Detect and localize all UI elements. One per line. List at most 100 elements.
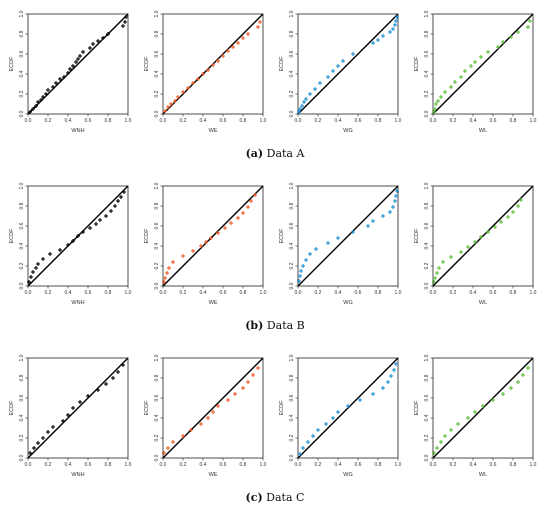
data-point [88, 46, 92, 50]
y-axis-label: ECDF [279, 400, 285, 416]
data-point [466, 245, 470, 249]
ecdf-panel-1-2: 0.0 0.2 0.4 0.6 0.8 1.0 0.0 0.2 0.4 0.6 0.8 1.0 WG EC… [279, 182, 402, 306]
data-point [166, 446, 170, 450]
data-point [61, 419, 65, 423]
data-point [124, 15, 128, 19]
y-tick-label: 0.4 [154, 242, 160, 249]
y-tick-label: 0.8 [154, 374, 160, 381]
y-tick-label: 1.0 [19, 10, 25, 17]
y-tick-label: 0.6 [19, 394, 25, 401]
x-tick-label: 0.2 [450, 290, 457, 296]
ecdf-panel-0-3: 0.0 0.2 0.4 0.6 0.8 1.0 0.0 0.2 0.4 0.6 0.8 1.0 WL EC… [414, 10, 537, 134]
x-tick-label: 1.0 [125, 290, 132, 296]
data-point [54, 81, 58, 85]
data-point [449, 428, 453, 432]
data-point [76, 57, 80, 61]
y-tick-label: 0.0 [19, 110, 25, 117]
x-tick-label: 0.8 [510, 462, 517, 468]
data-point [493, 225, 497, 229]
y-tick-label: 0.8 [154, 30, 160, 37]
data-point [66, 243, 70, 247]
data-point [336, 236, 340, 240]
y-axis-label: ECDF [414, 400, 420, 416]
data-point [496, 45, 500, 49]
data-point [441, 260, 445, 264]
y-tick-label: 0.8 [289, 374, 295, 381]
y-tick-label: 0.0 [154, 110, 160, 117]
data-point [394, 19, 398, 23]
data-point [306, 440, 310, 444]
data-point [216, 404, 220, 408]
x-tick-label: 1.0 [260, 290, 267, 296]
x-tick-label: 0.0 [295, 118, 302, 124]
data-point [31, 107, 35, 111]
caption-c: (c) Data C [0, 491, 550, 504]
y-tick-label: 1.0 [289, 10, 295, 17]
x-tick-label: 0.6 [220, 290, 227, 296]
y-tick-label: 0.0 [424, 454, 430, 461]
y-tick-label: 0.4 [289, 242, 295, 249]
data-point [519, 198, 523, 202]
y-tick-label: 0.4 [289, 414, 295, 421]
data-point [216, 59, 220, 63]
data-point [297, 110, 301, 114]
y-axis-label: ECDF [9, 400, 15, 416]
x-tick-label: 0.4 [200, 462, 207, 468]
x-tick-label: 0.0 [295, 290, 302, 296]
data-point [226, 49, 230, 53]
data-point [331, 416, 335, 420]
data-point [206, 68, 210, 72]
y-tick-label: 0.0 [154, 454, 160, 461]
caption-a-text: Data A [266, 147, 305, 160]
y-tick-label: 1.0 [154, 354, 160, 361]
data-point [167, 266, 171, 270]
x-tick-label: 0.6 [355, 462, 362, 468]
x-axis-label: WL [479, 472, 487, 478]
reference-line [27, 357, 129, 459]
x-tick-label: 0.2 [315, 290, 322, 296]
y-tick-label: 0.2 [19, 434, 25, 441]
data-point [501, 392, 505, 396]
y-tick-label: 0.2 [154, 434, 160, 441]
y-tick-label: 0.2 [154, 90, 160, 97]
data-point [386, 380, 390, 384]
data-point [104, 214, 108, 218]
x-tick-label: 0.2 [45, 290, 52, 296]
x-tick-label: 0.4 [470, 290, 477, 296]
x-tick-label: 0.0 [25, 462, 32, 468]
data-point [391, 205, 395, 209]
data-point [165, 271, 169, 275]
x-axis-label: WE [209, 300, 218, 306]
x-tick-label: 0.6 [490, 290, 497, 296]
plot-frame [162, 13, 264, 115]
data-point [521, 373, 525, 377]
data-point [516, 30, 520, 34]
data-point [34, 266, 38, 270]
y-tick-label: 0.4 [424, 242, 430, 249]
ecdf-panel-2-1: 0.0 0.2 0.4 0.6 0.8 1.0 0.0 0.2 0.4 0.6 0.8 1.0 WE EC… [144, 354, 267, 478]
data-point [391, 27, 395, 31]
x-tick-label: 0.0 [295, 462, 302, 468]
data-point [88, 226, 92, 230]
x-tick-label: 0.0 [430, 462, 437, 468]
data-point [34, 104, 38, 108]
plot-frame [162, 357, 264, 459]
data-point [62, 75, 66, 79]
ecdf-panel-1-1: 0.0 0.2 0.4 0.6 0.8 1.0 0.0 0.2 0.4 0.6 0.8 1.0 WE EC… [144, 182, 267, 306]
y-tick-label: 0.4 [424, 414, 430, 421]
data-point [171, 440, 175, 444]
data-point [71, 406, 75, 410]
data-point [181, 254, 185, 258]
y-tick-label: 0.6 [424, 50, 430, 57]
data-point [449, 255, 453, 259]
x-tick-label: 1.0 [530, 290, 537, 296]
data-point [318, 81, 322, 85]
y-axis-label: ECDF [144, 400, 150, 416]
data-point [346, 404, 350, 408]
plot-frame [297, 185, 399, 287]
data-point [71, 239, 75, 243]
data-point [463, 69, 467, 73]
data-point [453, 80, 457, 84]
x-tick-label: 0.2 [315, 462, 322, 468]
data-point [201, 72, 205, 76]
